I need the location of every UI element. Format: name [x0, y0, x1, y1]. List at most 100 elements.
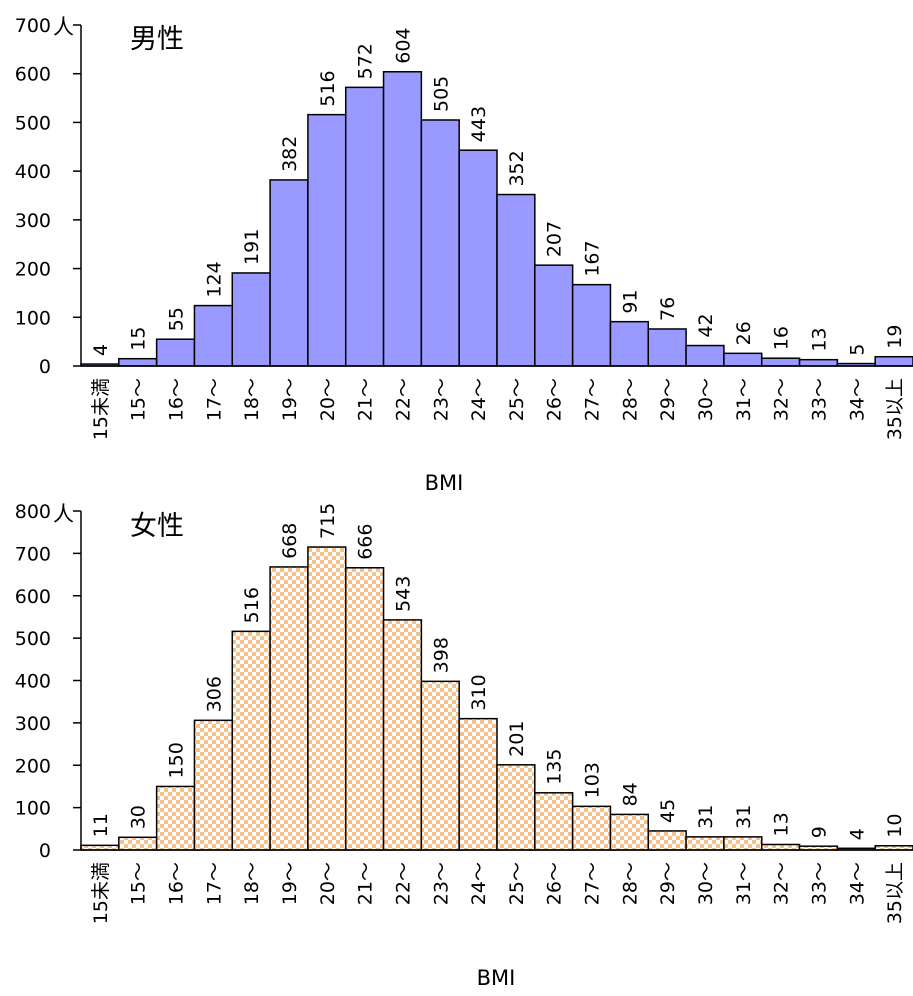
bar-10 [458, 717, 498, 851]
bar-value-label: 76 [657, 297, 679, 321]
bar-3 [193, 304, 234, 367]
bar-value-label: 5 [846, 343, 868, 355]
bar-value-label: 13 [808, 327, 830, 351]
bar-15 [647, 830, 687, 851]
bar-value-label: 9 [808, 826, 830, 838]
bar-17 [723, 352, 763, 367]
x-category-label: 30～ [695, 862, 717, 905]
bar-value-label: 191 [241, 229, 263, 265]
bar-10 [458, 149, 498, 367]
x-category-label: 17～ [203, 378, 225, 421]
y-tick-label: 100 [15, 307, 51, 329]
bar-21 [874, 355, 913, 367]
x-category-label: 15未満 [90, 862, 112, 924]
bar-4 [231, 630, 271, 851]
x-category-label: 35以上 [884, 378, 906, 440]
bar-value-label: 572 [355, 43, 377, 79]
x-category-label: 26～ [544, 862, 566, 905]
y-tick-label: 500 [15, 112, 51, 134]
x-category-label: 25～ [506, 862, 528, 905]
bar-value-label: 31 [695, 805, 717, 829]
x-category-label: 23～ [430, 862, 452, 905]
bar-16 [685, 836, 725, 851]
y-tick-label: 200 [15, 755, 51, 777]
x-category-label: 21～ [355, 378, 377, 421]
y-tick-label: 600 [15, 64, 51, 86]
bar-value-label: 604 [392, 28, 414, 64]
x-category-label: 19～ [279, 378, 301, 421]
x-category-label: 20～ [317, 378, 339, 421]
x-category-label: 32～ [771, 378, 793, 421]
bar-18 [760, 357, 801, 367]
bar-5 [269, 179, 309, 367]
y-tick-label: 300 [15, 210, 51, 232]
bar-12 [534, 264, 574, 367]
bar-6 [307, 546, 347, 851]
bar-6 [307, 113, 347, 367]
bar-value-label: 124 [203, 261, 225, 297]
bar-value-label: 55 [166, 307, 188, 331]
y-tick-label: 300 [15, 713, 51, 735]
bar-1 [118, 836, 158, 851]
bar-8 [382, 71, 423, 367]
male-x-axis-label: BMI [425, 471, 464, 495]
x-category-label: 24～ [468, 862, 490, 905]
bar-value-label: 84 [619, 782, 641, 806]
bar-value-label: 13 [771, 812, 793, 836]
bar-value-label: 45 [657, 799, 679, 823]
bar-value-label: 11 [90, 813, 112, 837]
bar-2 [155, 338, 196, 367]
bar-14 [609, 320, 650, 367]
x-category-label: 27～ [582, 378, 604, 421]
bar-value-label: 30 [128, 805, 150, 829]
bar-7 [344, 567, 385, 851]
y-tick-label: 400 [15, 671, 51, 693]
bar-value-label: 26 [733, 321, 755, 345]
bar-16 [685, 344, 725, 367]
y-tick-label: 0 [39, 840, 51, 862]
bar-value-label: 103 [582, 762, 604, 798]
bar-value-label: 10 [884, 814, 906, 838]
y-tick-label: 200 [15, 259, 51, 281]
male-y-unit-label: 人 [53, 15, 74, 39]
female-bmi-histogram: 女性 人 BMI 0 100 200 300 400 500 600 700 800 11 15未満… [15, 501, 913, 990]
bar-value-label: 516 [241, 587, 263, 623]
x-category-label: 31～ [733, 862, 755, 905]
x-category-label: 22～ [392, 862, 414, 905]
x-category-label: 30～ [695, 378, 717, 421]
y-tick-label: 600 [15, 586, 51, 608]
y-tick-label: 0 [39, 356, 51, 378]
bar-value-label: 16 [771, 326, 793, 350]
x-category-label: 15～ [128, 378, 150, 421]
x-category-label: 17～ [203, 862, 225, 905]
bar-value-label: 42 [695, 313, 717, 337]
x-category-label: 16～ [166, 862, 188, 905]
bar-11 [496, 193, 536, 367]
bar-14 [609, 813, 650, 851]
bar-value-label: 306 [203, 676, 225, 712]
x-category-label: 31～ [733, 378, 755, 421]
x-category-label: 34～ [846, 378, 868, 421]
bar-value-label: 715 [317, 503, 339, 539]
x-category-label: 15未満 [90, 378, 112, 440]
bar-9 [420, 680, 460, 851]
bar-9 [420, 119, 460, 367]
x-category-label: 20～ [317, 862, 339, 905]
y-tick-label: 500 [15, 628, 51, 650]
bar-value-label: 201 [506, 721, 528, 757]
x-category-label: 28～ [619, 862, 641, 905]
x-category-label: 23～ [430, 378, 452, 421]
bar-2 [155, 785, 196, 851]
bar-15 [647, 328, 687, 367]
male-bmi-histogram: 男性 人 BMI 0 100 200 300 400 500 600 700 4 15未満 15 15… [15, 15, 913, 495]
bar-value-label: 207 [544, 221, 566, 257]
bar-18 [760, 843, 801, 851]
bar-value-label: 398 [430, 637, 452, 673]
bar-value-label: 352 [506, 150, 528, 186]
female-chart-title: 女性 [130, 511, 184, 542]
bar-value-label: 666 [355, 524, 377, 560]
bar-value-label: 4 [90, 344, 112, 356]
bar-12 [534, 792, 574, 851]
x-category-label: 16～ [166, 378, 188, 421]
